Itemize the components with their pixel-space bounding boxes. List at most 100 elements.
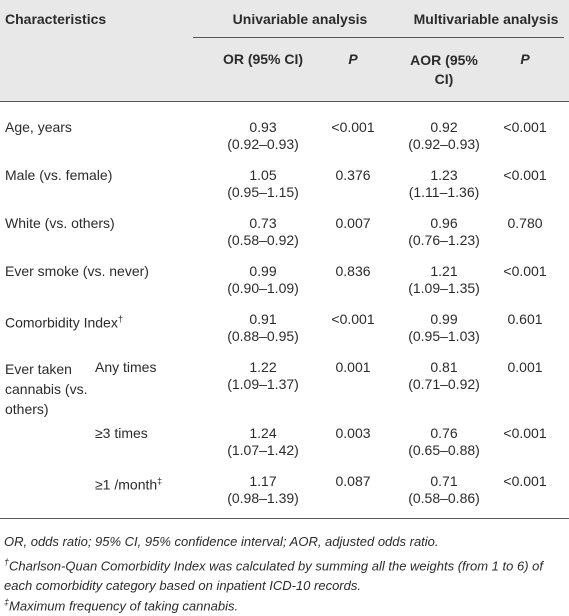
value: <0.001 <box>331 119 375 135</box>
header-p: P <box>520 51 530 67</box>
cell-p: 0.001 <box>335 359 370 376</box>
value: 1.21 <box>430 263 458 279</box>
cell-p: <0.001 <box>331 311 374 328</box>
header-or: OR (95% CI) <box>222 51 304 67</box>
value: 0.71 <box>430 473 458 489</box>
cell-aor: 0.92 (0.92–0.93) <box>408 119 480 153</box>
footnote-mark: ‡ <box>4 597 10 607</box>
footnote-mark: † <box>117 314 123 324</box>
value: <0.001 <box>503 473 547 489</box>
value: <0.001 <box>503 263 547 279</box>
row-sublabel: Any times <box>95 359 156 376</box>
row-sublabel-text: ≥1 /month <box>95 476 158 493</box>
value: 1.24 <box>249 425 277 441</box>
confidence-interval: (0.92–0.93) <box>227 136 299 152</box>
row-label-text: Male (vs. female) <box>5 167 113 183</box>
row-label: Ever taken cannabis (vs. others) <box>5 359 90 419</box>
value: 0.96 <box>430 215 458 231</box>
confidence-interval: (0.95–1.15) <box>227 184 299 200</box>
value: 0.76 <box>430 425 458 441</box>
value: 0.91 <box>249 311 277 327</box>
header-p: P <box>348 51 358 67</box>
cell-p: 0.087 <box>335 473 370 490</box>
value: 0.376 <box>335 167 371 183</box>
footnote: †Charlson-Quan Comorbidity Index was cal… <box>4 552 564 596</box>
footnote-text: OR, odds ratio; 95% CI, 95% confidence i… <box>4 534 439 549</box>
cell-or: 0.73 (0.58–0.92) <box>227 215 299 249</box>
confidence-interval: (0.65–0.88) <box>408 442 480 458</box>
value: 1.17 <box>249 473 277 489</box>
value: <0.001 <box>503 119 547 135</box>
confidence-interval: (0.90–1.09) <box>227 280 299 296</box>
cell-or: 1.17 (0.98–1.39) <box>227 473 299 507</box>
value: 0.003 <box>335 425 371 441</box>
cell-aor: 0.71 (0.58–0.86) <box>408 473 480 507</box>
footnote-mark: ‡ <box>157 476 163 486</box>
header-aor: AOR (95% CI) <box>410 52 478 87</box>
cell-or: 1.05 (0.95–1.15) <box>227 167 299 201</box>
cell-or: 1.24 (1.07–1.42) <box>227 425 299 459</box>
cell-ap: <0.001 <box>503 119 546 136</box>
value: 1.05 <box>249 167 277 183</box>
row-sublabel-text: Any times <box>95 359 157 375</box>
confidence-interval: (1.09–1.35) <box>408 280 480 296</box>
cell-p: 0.003 <box>335 425 370 442</box>
footnote-text: Charlson-Quan Comorbidity Index was calc… <box>4 558 543 594</box>
row-label: White (vs. others) <box>5 215 115 232</box>
footnote: ‡Maximum frequency of taking cannabis. <box>4 592 564 616</box>
row-label-text: Ever taken cannabis (vs. others) <box>5 361 88 417</box>
cell-p: 0.007 <box>335 215 370 232</box>
cell-p: 0.376 <box>335 167 370 184</box>
confidence-interval: (1.11–1.36) <box>408 184 480 200</box>
footnote-mark: † <box>4 557 10 567</box>
value: 0.780 <box>507 215 543 231</box>
row-label: Male (vs. female) <box>5 167 112 184</box>
cell-or: 0.93 (0.92–0.93) <box>227 119 299 153</box>
cell-aor: 1.21 (1.09–1.35) <box>408 263 480 297</box>
bottom-rule <box>0 518 569 519</box>
value: 0.087 <box>335 473 371 489</box>
footnote: OR, odds ratio; 95% CI, 95% confidence i… <box>4 532 564 552</box>
footnote-text: Maximum frequency of taking cannabis. <box>9 598 239 614</box>
cell-p: 0.836 <box>335 263 370 280</box>
row-sublabel: ≥3 times <box>95 425 148 442</box>
confidence-interval: (1.07–1.42) <box>227 442 299 458</box>
value: 0.007 <box>335 215 371 231</box>
cell-p: <0.001 <box>331 119 374 136</box>
confidence-interval: (0.88–0.95) <box>227 328 299 344</box>
confidence-interval: (1.09–1.37) <box>227 376 299 392</box>
cell-ap: <0.001 <box>503 263 546 280</box>
cell-ap: <0.001 <box>503 167 546 184</box>
value: 0.001 <box>335 359 371 375</box>
value: 1.22 <box>249 359 277 375</box>
confidence-interval: (0.58–0.92) <box>227 232 299 248</box>
value: 1.23 <box>430 167 458 183</box>
row-label-text: Comorbidity Index <box>5 314 118 331</box>
header-univariable: Univariable analysis <box>232 11 368 27</box>
value: 0.601 <box>507 311 543 327</box>
cell-ap: <0.001 <box>503 425 546 442</box>
value: <0.001 <box>503 167 547 183</box>
cell-aor: 0.81 (0.71–0.92) <box>408 359 480 393</box>
header-characteristics: Characteristics <box>5 11 107 27</box>
cell-or: 0.91 (0.88–0.95) <box>227 311 299 345</box>
cell-aor: 0.96 (0.76–1.23) <box>408 215 480 249</box>
confidence-interval: (0.98–1.39) <box>227 490 299 506</box>
header-band <box>0 0 569 102</box>
confidence-interval: (0.76–1.23) <box>408 232 480 248</box>
row-label-text: Age, years <box>5 119 72 135</box>
cell-or: 0.99 (0.90–1.09) <box>227 263 299 297</box>
header-multivariable: Multivariable analysis <box>413 11 559 27</box>
confidence-interval: (0.58–0.86) <box>408 490 480 506</box>
value: 0.99 <box>430 311 458 327</box>
value: 0.73 <box>249 215 277 231</box>
header-rule <box>193 37 564 38</box>
cell-ap: <0.001 <box>503 473 546 490</box>
cell-ap: 0.601 <box>507 311 542 328</box>
cell-ap: 0.780 <box>507 215 542 232</box>
row-label-text: White (vs. others) <box>5 215 115 231</box>
row-label-text: Ever smoke (vs. never) <box>5 263 149 279</box>
confidence-interval: (0.95–1.03) <box>408 328 480 344</box>
